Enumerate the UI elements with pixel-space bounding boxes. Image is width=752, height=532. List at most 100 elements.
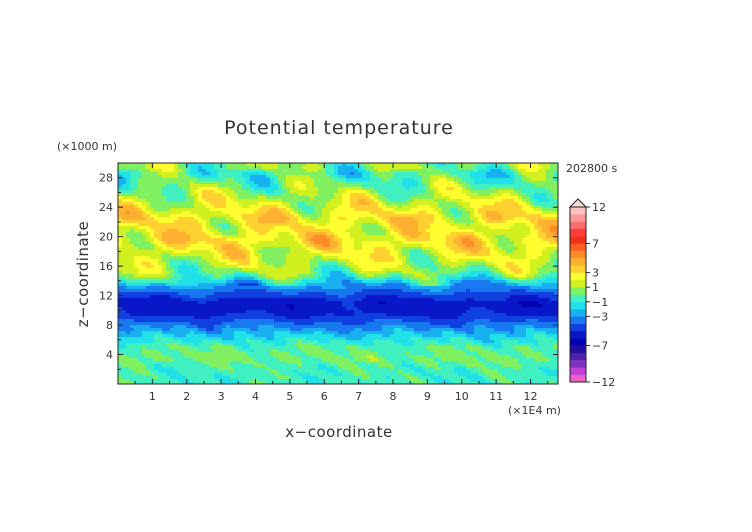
contour-cell (438, 283, 442, 287)
contour-cell (342, 193, 350, 197)
contour-cell (322, 244, 330, 248)
contour-cell (294, 343, 314, 347)
contour-cell (506, 172, 514, 176)
contour-cell (382, 355, 410, 359)
contour-cell (470, 172, 486, 176)
contour-cell (362, 289, 402, 293)
contour-cell (534, 193, 546, 197)
contour-cell (366, 361, 390, 365)
contour-cell (426, 190, 434, 194)
contour-cell (302, 223, 318, 227)
colorbar-swatch (570, 316, 586, 324)
contour-cell (478, 220, 486, 224)
contour-cell (202, 274, 214, 278)
contour-cell (514, 217, 526, 221)
contour-cell (278, 178, 286, 182)
contour-cell (542, 166, 550, 170)
contour-cell (526, 331, 546, 335)
x-tick-label: 2 (183, 390, 190, 403)
contour-cell (138, 196, 166, 200)
contour-cell (322, 271, 330, 275)
contour-cell (318, 340, 330, 344)
contour-cell (462, 199, 502, 203)
contour-cell (174, 358, 194, 362)
contour-cell (198, 301, 206, 305)
contour-cell (118, 334, 142, 338)
contour-cell (414, 268, 430, 272)
contour-cell (362, 187, 374, 191)
contour-cell (314, 274, 322, 278)
contour-cell (486, 373, 502, 377)
contour-cell (222, 193, 226, 197)
contour-cell (234, 343, 250, 347)
contour-cell (166, 262, 170, 266)
contour-cell (122, 364, 146, 368)
contour-cell (518, 202, 526, 206)
contour-cell (398, 250, 402, 254)
contour-cell (466, 268, 490, 272)
contour-cell (214, 163, 226, 167)
contour-cell (378, 196, 386, 200)
contour-cell (526, 277, 534, 281)
contour-cell (286, 208, 290, 212)
contour-cell (338, 331, 350, 335)
contour-cell (246, 223, 302, 227)
contour-cell (242, 175, 250, 179)
contour-cell (306, 379, 322, 383)
contour-cell (210, 223, 218, 227)
contour-cell (250, 337, 266, 341)
contour-cell (178, 229, 202, 233)
contour-cell (250, 262, 258, 266)
contour-cell (474, 241, 482, 245)
contour-cell (162, 271, 170, 275)
contour-cell (402, 253, 410, 257)
contour-cell (442, 358, 478, 362)
contour-cell (210, 202, 226, 206)
contour-cell (454, 283, 506, 287)
contour-cell (466, 364, 486, 368)
contour-cell (278, 235, 294, 239)
contour-cell (474, 208, 478, 212)
contour-cell (158, 220, 174, 224)
contour-cell (258, 283, 262, 287)
contour-cell (230, 223, 234, 227)
contour-cell (362, 244, 394, 248)
contour-cell (318, 277, 326, 281)
contour-cell (178, 265, 194, 269)
contour-cell (402, 274, 414, 278)
contour-cell (462, 205, 470, 209)
contour-cell (406, 361, 418, 365)
contour-cell (250, 190, 266, 194)
contour-cell (518, 265, 530, 269)
contour-cell (138, 268, 162, 272)
contour-cell (118, 187, 130, 191)
contour-cell (322, 268, 342, 272)
contour-cell (418, 211, 426, 215)
contour-cell (530, 286, 558, 290)
contour-cell (362, 184, 402, 188)
contour-cell (202, 226, 206, 230)
contour-cell (190, 346, 210, 350)
contour-cell (534, 277, 546, 281)
contour-cell (362, 223, 378, 227)
contour-cell (310, 196, 314, 200)
contour-cell (526, 355, 546, 359)
contour-cell (398, 226, 418, 230)
contour-cell (226, 283, 238, 287)
contour-cell (502, 247, 518, 251)
contour-cell (230, 196, 238, 200)
contour-cell (526, 217, 558, 221)
contour-cell (290, 211, 294, 215)
contour-cell (454, 367, 466, 371)
contour-cell (354, 292, 422, 296)
contour-cell (378, 199, 382, 203)
contour-cell (178, 163, 182, 167)
contour-cell (306, 232, 326, 236)
contour-cell (146, 229, 154, 233)
contour-cell (494, 196, 518, 200)
contour-cell (278, 184, 282, 188)
colorbar-swatch (570, 367, 586, 375)
contour-cell (142, 214, 150, 218)
contour-cell (178, 175, 190, 179)
contour-cell (174, 163, 178, 167)
